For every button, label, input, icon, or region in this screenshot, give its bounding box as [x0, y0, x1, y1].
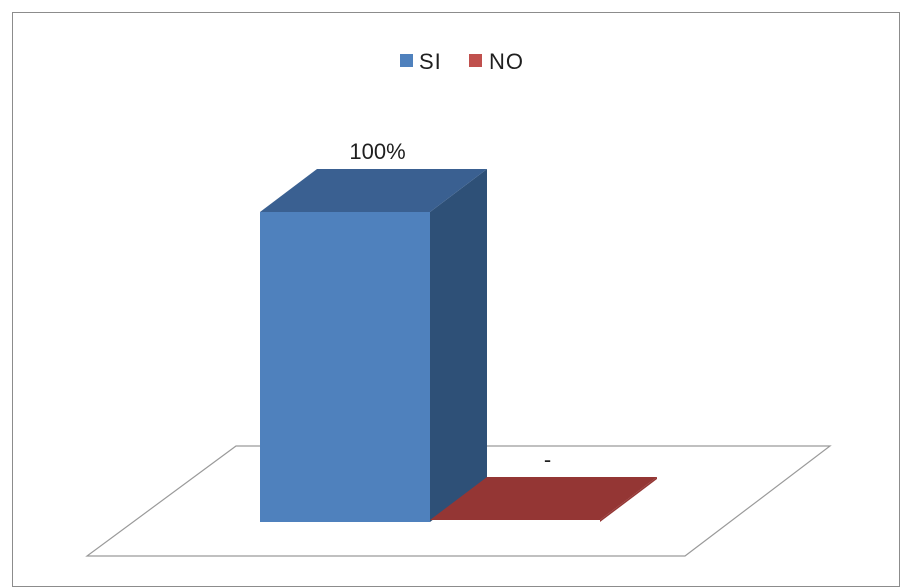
- legend-entry-no[interactable]: NO: [469, 49, 524, 74]
- bar-no-top: [430, 477, 657, 520]
- data-label-si: 100%: [349, 139, 405, 164]
- legend-swatch-si: [400, 54, 413, 67]
- legend: SI NO: [400, 49, 524, 74]
- bar-si-side: [430, 169, 487, 522]
- bar-si-front[interactable]: [260, 212, 430, 522]
- legend-entry-si[interactable]: SI: [400, 49, 442, 74]
- data-label-no: -: [544, 447, 551, 472]
- legend-label-si: SI: [419, 49, 442, 74]
- legend-swatch-no: [469, 54, 482, 67]
- bars: [260, 169, 657, 522]
- bar-si-top: [260, 169, 487, 212]
- legend-label-no: NO: [489, 49, 524, 74]
- bar-no-side: [600, 477, 657, 522]
- data-labels: 100% -: [349, 139, 551, 472]
